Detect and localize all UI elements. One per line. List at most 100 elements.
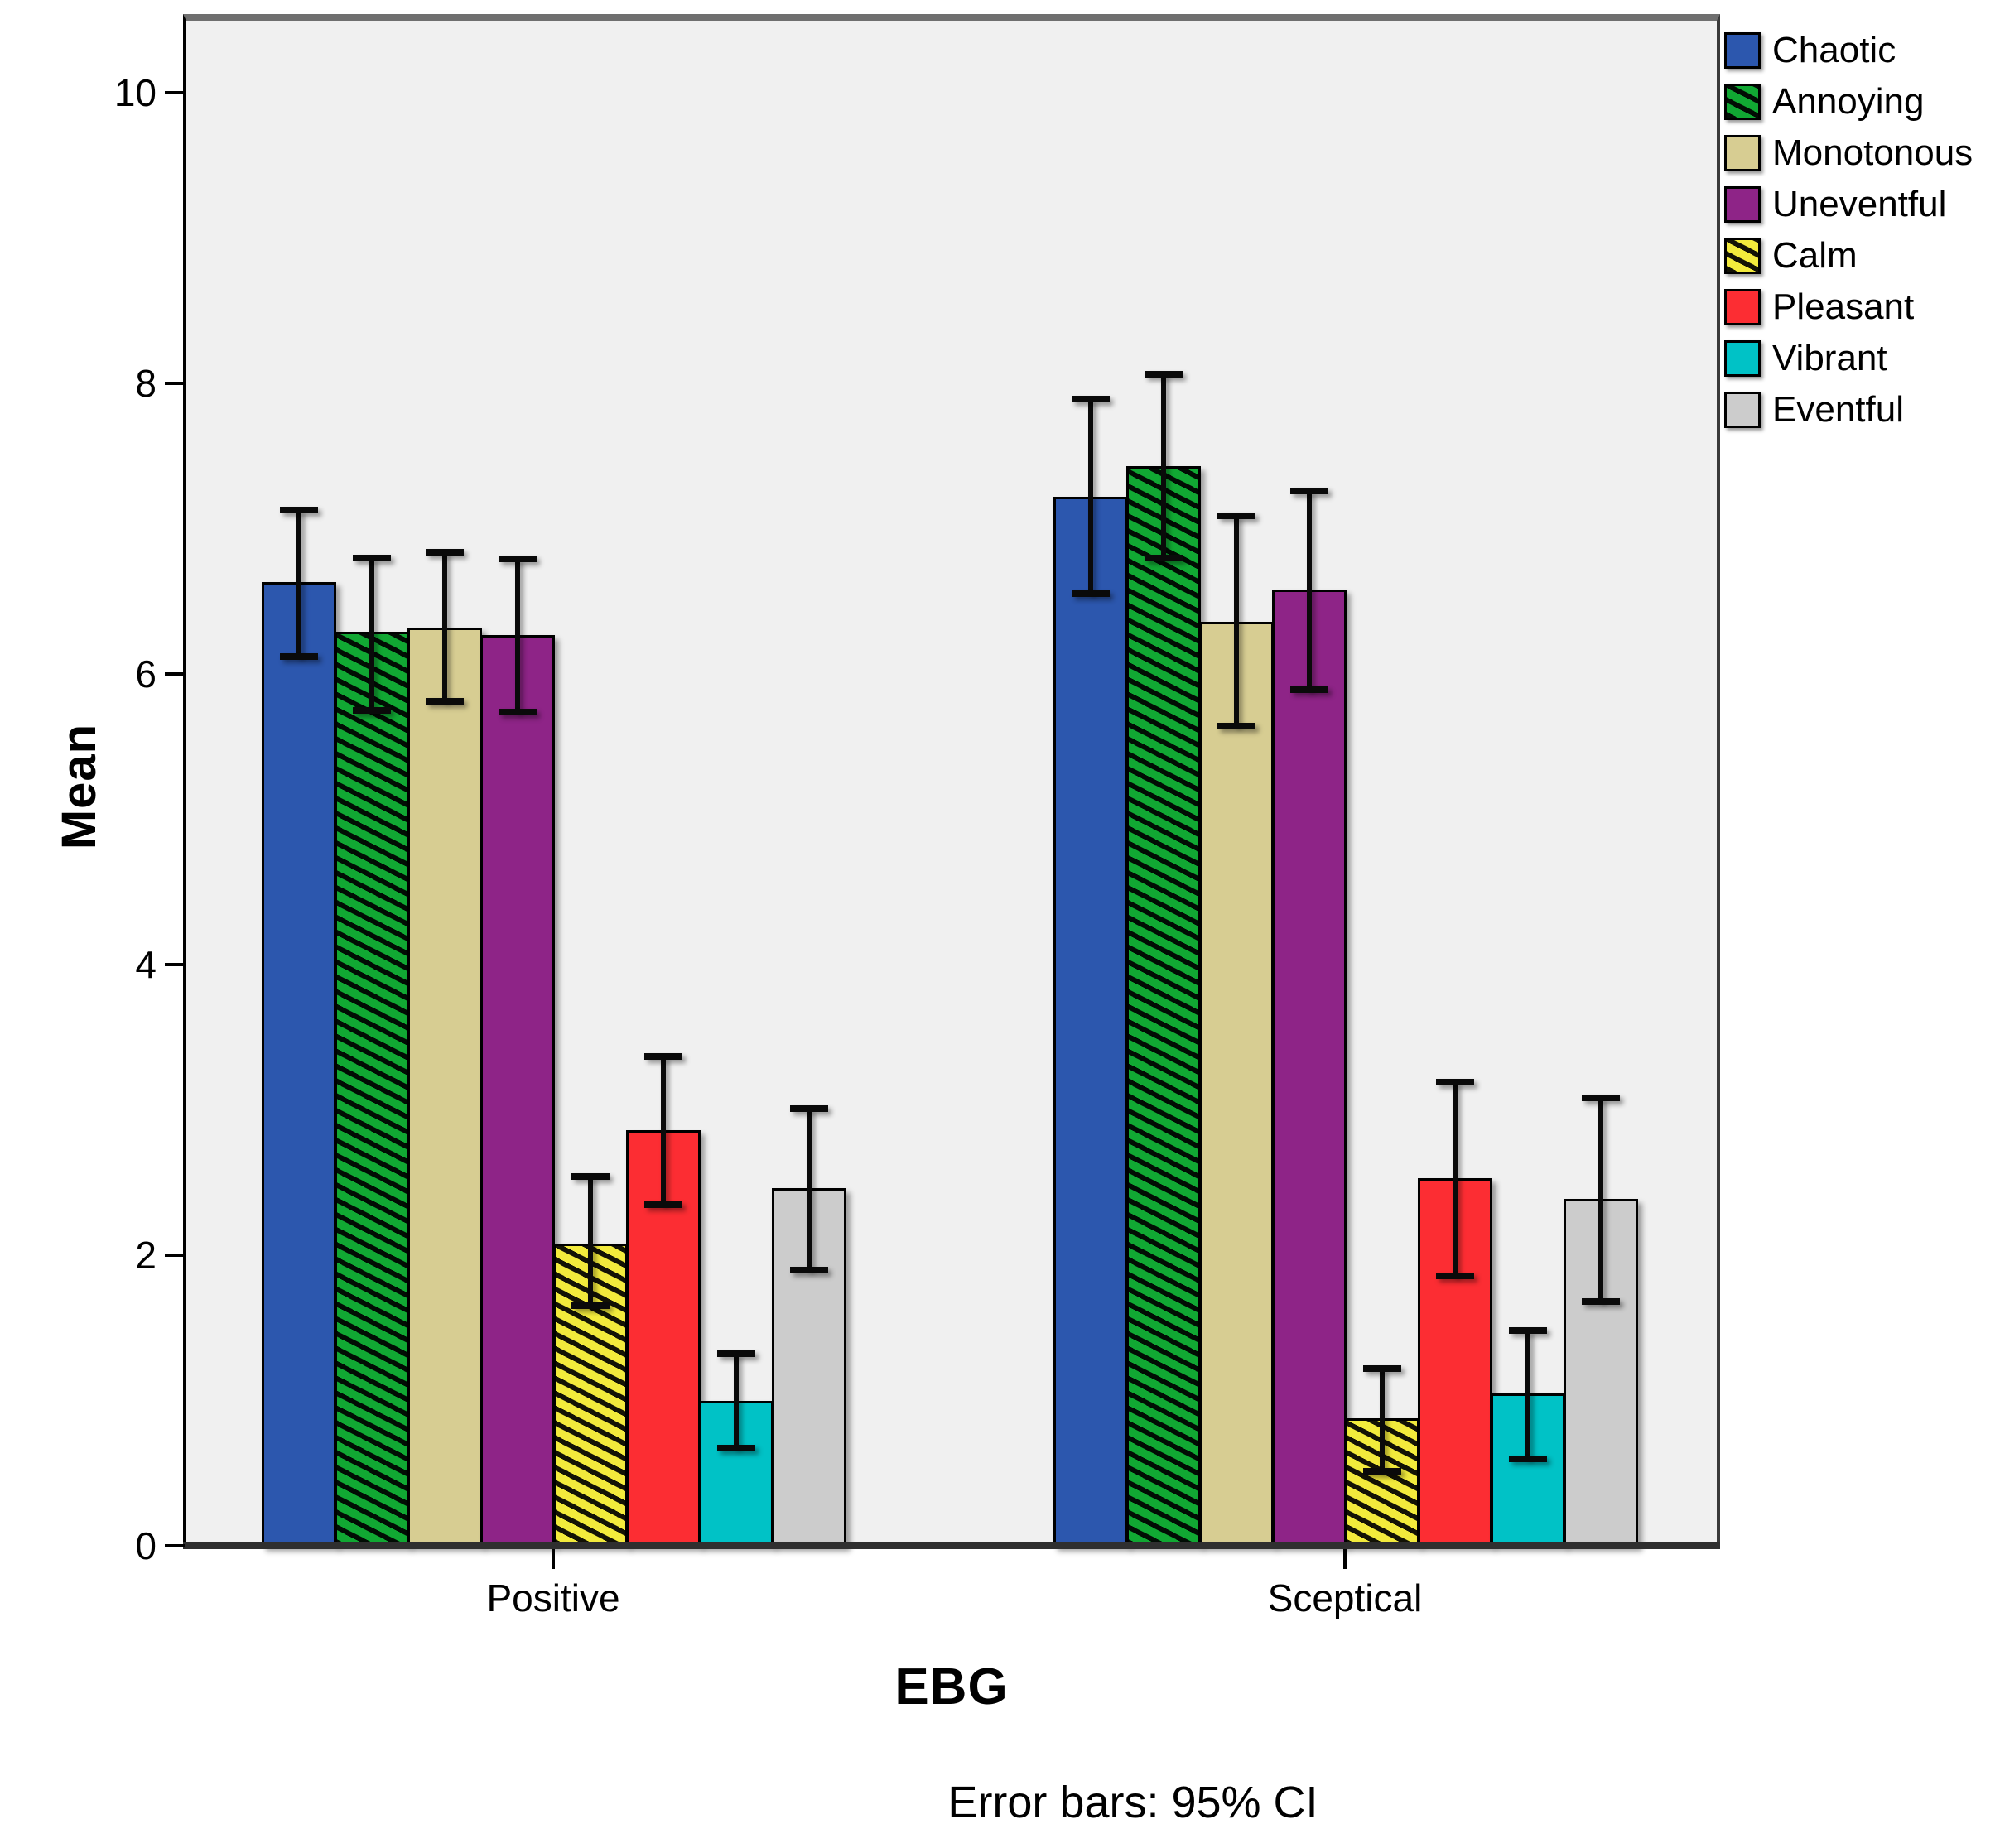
error-bar-cap-bottom — [1217, 723, 1255, 730]
legend-swatch-vibrant — [1724, 340, 1761, 377]
error-bar-cap-bottom — [1290, 686, 1328, 694]
y-tick-label: 10 — [113, 71, 157, 114]
error-bar-cap-bottom — [1363, 1468, 1401, 1475]
x-tick-mark — [1343, 1549, 1347, 1569]
bar-monotonous-sceptical — [1199, 621, 1274, 1547]
error-bar-stem — [515, 559, 520, 712]
y-tick-label: 6 — [135, 652, 157, 695]
legend-label-monotonous: Monotonous — [1772, 132, 1973, 173]
legend-item-eventful: Eventful — [1724, 384, 1973, 436]
error-bar-cap-top — [717, 1350, 755, 1358]
legend-swatch-pleasant — [1724, 289, 1761, 325]
y-tick-mark — [165, 1254, 185, 1257]
y-tick-mark — [165, 672, 185, 676]
legend-swatch-annoying — [1724, 84, 1761, 120]
error-bar-cap-top — [1509, 1327, 1547, 1335]
x-axis-title: EBG — [894, 1658, 1009, 1716]
y-tick-mark — [165, 91, 185, 94]
legend-swatch-calm — [1724, 238, 1761, 274]
error-bar-cap-top — [280, 506, 318, 513]
error-bar-stem — [369, 557, 374, 710]
error-bar-cap-bottom — [1072, 590, 1110, 598]
legend-label-pleasant: Pleasant — [1772, 286, 1915, 327]
y-tick-label: 2 — [135, 1234, 157, 1277]
error-bar-cap-bottom — [1509, 1455, 1547, 1462]
error-bar-cap-top — [353, 554, 391, 561]
error-bar-stem — [1598, 1098, 1603, 1302]
y-tick-mark — [165, 963, 185, 966]
error-bar-cap-bottom — [644, 1201, 682, 1208]
error-bar-stem — [807, 1108, 812, 1270]
error-bar-cap-top — [1290, 487, 1328, 494]
error-bar-cap-top — [1217, 512, 1255, 519]
error-bar-stem — [734, 1354, 739, 1449]
error-bar-stem — [1307, 490, 1312, 691]
bar-chaotic-sceptical — [1053, 496, 1128, 1547]
legend-swatch-chaotic — [1724, 32, 1761, 69]
error-bar-cap-bottom — [280, 652, 318, 660]
legend-label-vibrant: Vibrant — [1772, 338, 1887, 378]
error-bar-stem — [1234, 515, 1239, 727]
bar-annoying-positive — [335, 632, 409, 1547]
error-bar-stem — [1088, 399, 1093, 594]
error-bar-cap-bottom — [1436, 1272, 1474, 1279]
error-bar-stem — [1161, 374, 1166, 558]
error-bar-cap-bottom — [571, 1302, 610, 1310]
legend-label-uneventful: Uneventful — [1772, 184, 1947, 224]
error-bar-cap-top — [1363, 1364, 1401, 1372]
y-tick-label: 4 — [135, 943, 157, 986]
error-bar-cap-bottom — [717, 1445, 755, 1452]
legend-item-uneventful: Uneventful — [1724, 179, 1973, 230]
error-bar-cap-top — [426, 548, 464, 556]
error-bar-cap-top — [571, 1173, 610, 1181]
y-tick-label: 0 — [135, 1524, 157, 1567]
legend-label-annoying: Annoying — [1772, 81, 1925, 122]
bar-chaotic-positive — [262, 582, 336, 1547]
error-bar-cap-top — [790, 1104, 828, 1112]
error-bar-stem — [661, 1056, 666, 1205]
error-bar-cap-top — [1072, 396, 1110, 403]
x-axis-baseline — [183, 1542, 1720, 1549]
error-bar-cap-bottom — [353, 706, 391, 714]
bar-annoying-sceptical — [1126, 466, 1201, 1547]
y-tick-mark — [165, 382, 185, 385]
legend-label-eventful: Eventful — [1772, 389, 1904, 430]
legend-item-monotonous: Monotonous — [1724, 128, 1973, 179]
error-bar-cap-top — [499, 556, 537, 563]
x-tick-label-positive: Positive — [486, 1576, 620, 1619]
error-bar-cap-bottom — [499, 708, 537, 715]
error-bar-cap-bottom — [426, 698, 464, 705]
error-bar-stem — [1380, 1368, 1385, 1472]
bar-uneventful-positive — [480, 634, 555, 1547]
bar-monotonous-positive — [407, 627, 482, 1547]
legend-item-annoying: Annoying — [1724, 76, 1973, 128]
y-tick-mark — [165, 1544, 185, 1547]
error-bar-cap-bottom — [1582, 1298, 1620, 1306]
error-bar-caption: Error bars: 95% CI — [947, 1778, 1318, 1827]
y-tick-label: 8 — [135, 362, 157, 405]
legend-item-vibrant: Vibrant — [1724, 333, 1973, 384]
legend-item-chaotic: Chaotic — [1724, 25, 1973, 76]
error-bar-stem — [296, 509, 301, 657]
x-tick-mark — [552, 1549, 555, 1569]
legend-swatch-monotonous — [1724, 135, 1761, 171]
error-bar-cap-bottom — [1145, 554, 1183, 561]
error-bar-stem — [1453, 1082, 1458, 1276]
error-bar-cap-top — [1582, 1095, 1620, 1102]
legend-item-pleasant: Pleasant — [1724, 282, 1973, 333]
legend: Chaotic Annoying Monotonous Uneventful Calm P… — [1724, 25, 1973, 436]
legend-item-calm: Calm — [1724, 230, 1973, 282]
x-tick-label-sceptical: Sceptical — [1267, 1576, 1423, 1619]
error-bar-cap-bottom — [790, 1266, 828, 1273]
bar-calm-positive — [553, 1243, 628, 1547]
legend-label-calm: Calm — [1772, 235, 1858, 276]
legend-swatch-uneventful — [1724, 186, 1761, 223]
error-bar-cap-top — [644, 1052, 682, 1060]
legend-label-chaotic: Chaotic — [1772, 30, 1896, 70]
y-axis-title: Mean — [52, 723, 106, 850]
error-bar-cap-top — [1436, 1079, 1474, 1086]
error-bar-cap-top — [1145, 371, 1183, 378]
error-bar-stem — [588, 1177, 593, 1307]
error-bar-stem — [442, 551, 447, 702]
